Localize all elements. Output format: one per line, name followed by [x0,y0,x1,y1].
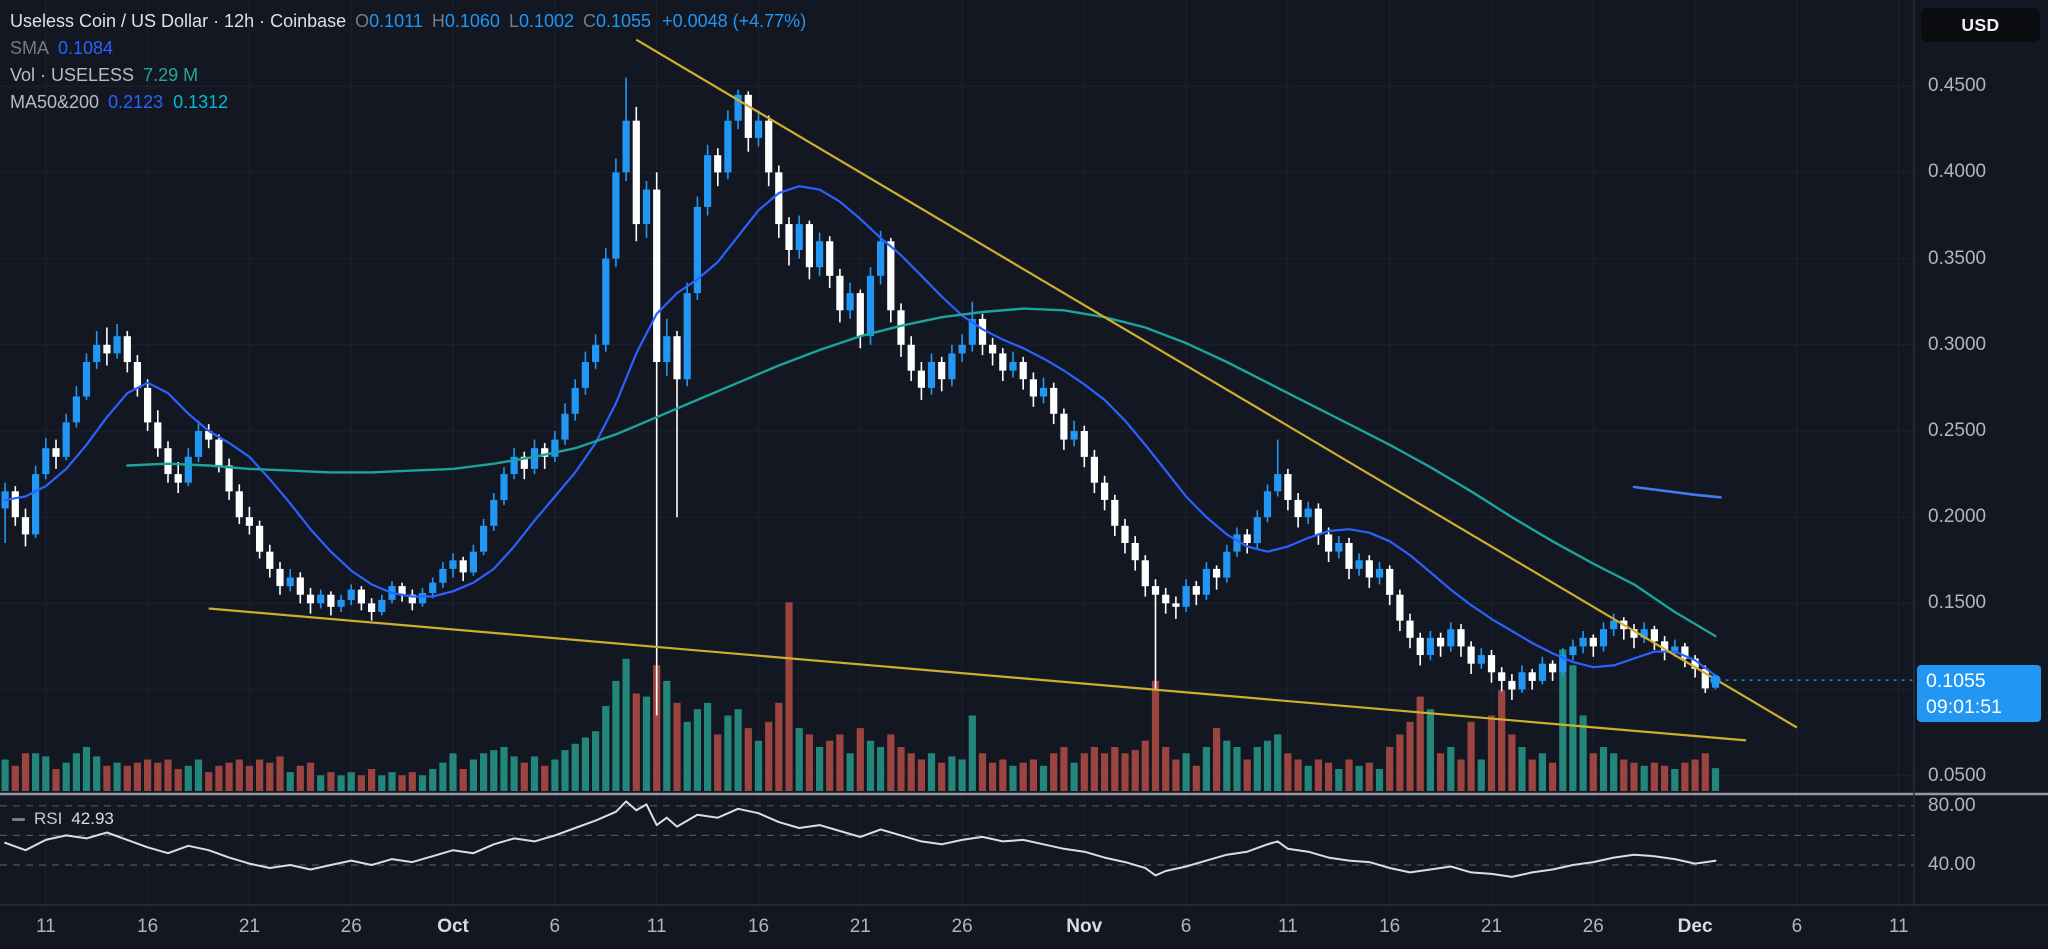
candlestick-layer [1,77,1720,716]
time-axis-label: 11 [1888,916,1909,937]
rsi-axis-label: 40.00 [1928,854,1976,876]
time-axis-label: 26 [340,916,362,937]
sma-value: 0.1084 [58,38,114,58]
time-axis-label: 16 [137,916,159,937]
volume-label: Vol · USELESS [10,65,135,85]
time-axis-label: Nov [1066,916,1103,937]
high-label: H [431,11,445,31]
close-label: C [583,11,597,31]
bar-countdown: 09:01:51 [1926,696,2002,718]
low-label: L [508,11,519,31]
price-axis-label: 0.2500 [1928,419,1987,441]
time-axis-label: 6 [549,916,561,937]
trendline-layer [208,38,1798,742]
currency-button[interactable]: USD [1921,8,2040,42]
price-axis-label: 0.3000 [1928,333,1987,355]
ma-label: MA50&200 [10,92,100,112]
last-price-dot [1710,674,1721,686]
time-axis-label: Dec [1677,916,1713,937]
legend-ohlc-row: Useless Coin / US Dollar · 12h · Coinbas… [10,8,806,35]
ma50-line [126,307,1717,638]
low-value: 0.1002 [518,11,575,31]
time-axis-label: 11 [646,916,667,937]
price-axis-label: 0.4000 [1928,161,1987,183]
legend-ma-row[interactable]: MA50&200 0.2123 0.1312 [10,89,806,116]
price-axis-label: 0.0500 [1928,764,1987,786]
sma-label: SMA [10,38,50,58]
time-axis-label: 11 [35,916,56,937]
time-axis-label: 21 [238,916,260,937]
time-axis-label: 16 [747,916,770,937]
high-value: 0.1060 [444,11,500,31]
rsi-value: 42.93 [71,809,114,828]
volume-layer [1,602,1720,791]
price-axis-label: 0.4500 [1928,75,1987,97]
rsi-collapse-icon[interactable] [12,818,25,822]
time-axis-label: 11 [1278,916,1298,937]
time-axis-label: Oct [437,916,469,937]
open-value: 0.1011 [369,11,423,31]
time-axis-label: 26 [951,916,973,937]
ma200-line [1632,485,1722,499]
rsi-pane-layer [0,800,1914,878]
rsi-legend[interactable]: RSI 42.93 [12,807,114,831]
last-price-badge: 0.1055 09:01:51 [1917,665,2041,722]
price-axis-label: 0.1500 [1928,592,1987,614]
sma-line [3,185,1717,677]
rsi-axis-label: 80.00 [1928,794,1976,816]
price-axis-label: 0.2000 [1928,506,1987,528]
close-value: 0.1055 [596,11,652,31]
last-price-value: 0.1055 [1926,670,1986,692]
volume-value: 7.29 M [143,65,199,85]
time-axis-label: 26 [1582,916,1604,937]
legend-sma-row[interactable]: SMA 0.1084 [10,35,806,62]
change-value: +0.0048 (+4.77%) [662,11,807,31]
ma50-value: 0.2123 [108,92,164,112]
symbol-legend: Useless Coin / US Dollar · 12h · Coinbas… [10,8,806,116]
time-axis-label: 21 [1480,916,1503,937]
rsi-label: RSI [34,809,63,828]
price-axis-label: 0.3500 [1928,247,1987,269]
ma200-value: 0.1312 [173,92,229,112]
legend-volume-row[interactable]: Vol · USELESS 7.29 M [10,62,806,89]
time-axis-label: 21 [849,916,871,937]
symbol-title[interactable]: Useless Coin / US Dollar · 12h · Coinbas… [10,11,347,31]
time-axis-label: 16 [1379,916,1401,937]
time-axis-label: 6 [1180,916,1192,937]
open-label: O [355,11,370,31]
time-axis-label: 6 [1791,916,1803,937]
